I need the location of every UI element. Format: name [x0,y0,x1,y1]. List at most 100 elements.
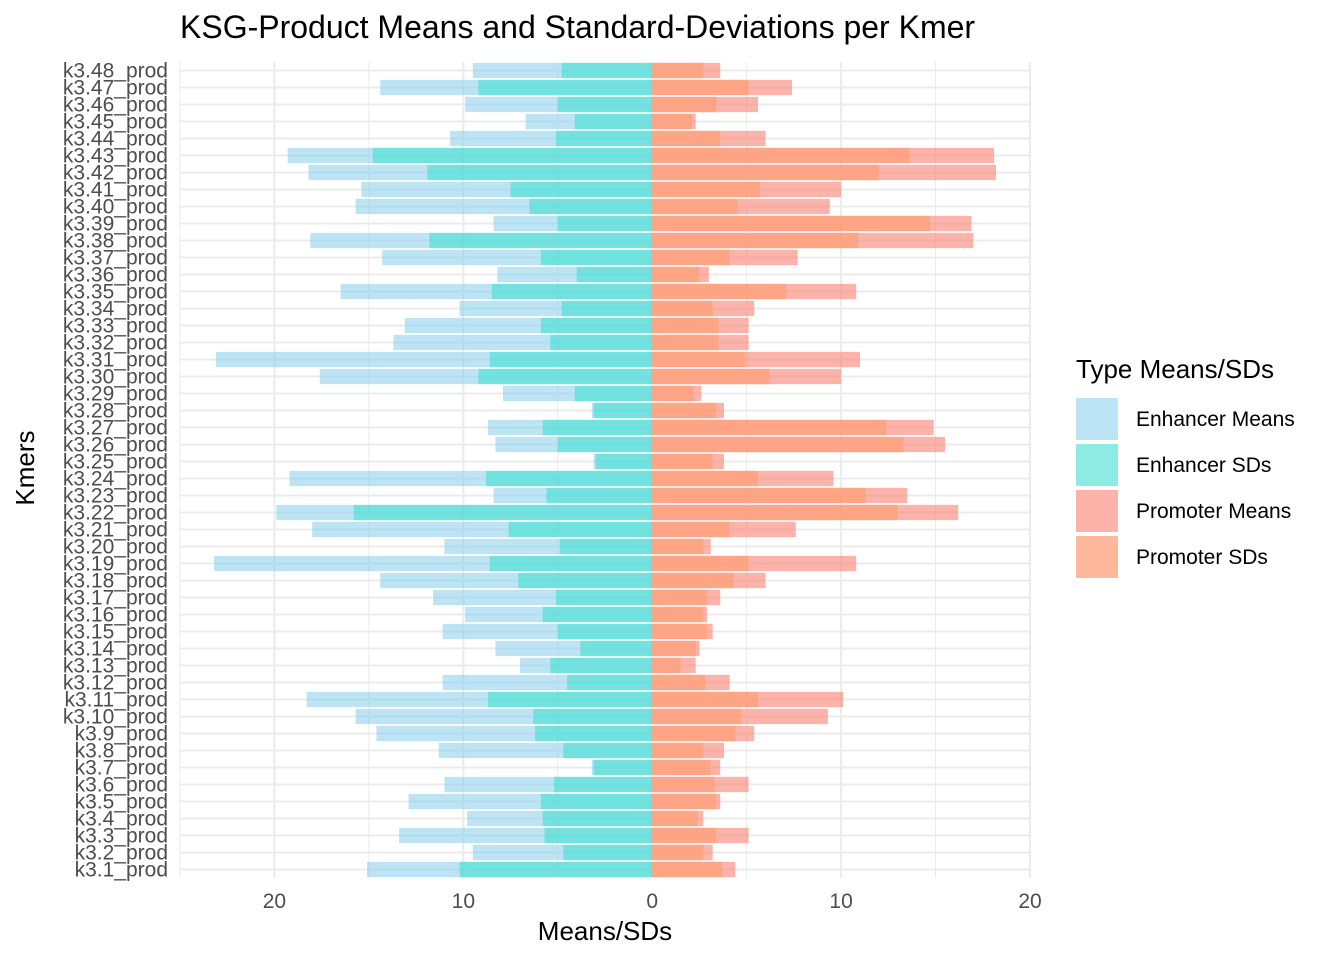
y-tick-label: k3.10_prod [63,706,168,729]
y-tick-label: k3.32_prod [63,332,168,355]
promoter-sds-bar [652,266,700,283]
promoter-sds-bar [652,470,758,487]
y-tick-label: k3.30_prod [63,366,168,389]
enhancer-sds-bar [478,368,653,385]
y-tick-label: k3.20_prod [63,536,168,559]
y-tick-label: k3.18_prod [63,570,168,593]
promoter-sds-bar [652,742,704,759]
y-tick-label: k3.27_prod [63,417,168,440]
y-tick-label: k3.41_prod [63,179,168,202]
y-tick-label: k3.6_prod [75,774,168,797]
promoter-sds-bar [652,487,866,504]
enhancer-sds-bar [429,232,653,249]
y-tick-label: k3.43_prod [63,145,168,168]
promoter-sds-bar [652,300,713,317]
enhancer-sds-bar [540,793,653,810]
enhancer-sds-bar [567,674,653,691]
promoter-sds-bar [652,317,719,334]
promoter-sds-bar [652,62,704,79]
enhancer-sds-bar [508,521,653,538]
y-tick-label: k3.34_prod [63,298,168,321]
promoter-sds-bar [652,198,738,215]
y-tick-label: k3.8_prod [75,740,168,763]
enhancer-sds-bar [533,708,653,725]
legend-title: Type Means/SDs [1076,354,1274,384]
promoter-sds-bar [652,334,719,351]
enhancer-sds-bar [542,606,653,623]
promoter-sds-bar [652,453,713,470]
legend-label: Promoter Means [1136,500,1291,523]
promoter-sds-bar [652,521,730,538]
enhancer-sds-bar [555,589,653,606]
enhancer-sds-bar [555,130,653,147]
enhancer-sds-bar [487,691,653,708]
enhancer-sds-bar [542,419,653,436]
legend: Type Means/SDs Enhancer Means Enhancer SD… [1076,354,1295,578]
promoter-sds-bar [652,215,930,232]
y-tick-label: k3.36_prod [63,264,168,287]
promoter-sds-bar [652,589,707,606]
promoter-sds-bar [652,249,730,266]
enhancer-sds-bar [557,96,653,113]
y-axis-label: Kmers [10,430,40,505]
y-tick-label: k3.3_prod [75,825,168,848]
promoter-sds-bar [652,419,887,436]
promoter-sds-bar [652,436,904,453]
enhancer-sds-bar [557,215,653,232]
enhancer-sds-bar [540,317,653,334]
legend-label: Enhancer SDs [1136,454,1271,477]
y-tick-label: k3.33_prod [63,315,168,338]
y-tick-label: k3.31_prod [63,349,168,372]
legend-label: Enhancer Means [1136,408,1295,431]
enhancer-sds-bar [542,810,653,827]
enhancer-sds-bar [489,351,653,368]
promoter-sds-bar [652,844,704,861]
legend-swatch [1076,444,1118,486]
legend-label: Promoter SDs [1136,546,1268,569]
promoter-sds-bar [652,827,717,844]
enhancer-sds-bar [576,266,653,283]
y-tick-label: k3.46_prod [63,94,168,117]
y-tick-label: k3.2_prod [75,842,168,865]
x-tick-label: 20 [263,890,286,913]
enhancer-sds-bar [580,640,653,657]
y-tick-label: k3.38_prod [63,230,168,253]
x-tick-label: 10 [452,890,475,913]
y-tick-label: k3.21_prod [63,519,168,542]
promoter-sds-bar [652,759,711,776]
legend-items: Enhancer Means Enhancer SDs Promoter Means… [1076,398,1295,578]
y-tick-label: k3.4_prod [75,808,168,831]
enhancer-sds-bar [540,249,653,266]
promoter-sds-bar [652,555,749,572]
promoter-sds-bar [652,504,898,521]
promoter-sds-bar [652,368,770,385]
enhancer-sds-bar [550,657,653,674]
enhancer-sds-bar [559,538,653,555]
promoter-sds-bar [652,776,715,793]
promoter-sds-bar [652,810,698,827]
enhancer-sds-bar [554,776,653,793]
promoter-sds-bar [652,538,704,555]
enhancer-sds-bar [544,827,653,844]
legend-swatch [1076,536,1118,578]
enhancer-sds-bar [593,759,653,776]
y-tick-label: k3.7_prod [75,757,168,780]
promoter-sds-bar [652,708,741,725]
y-tick-label: k3.23_prod [63,485,168,508]
y-tick-label: k3.24_prod [63,468,168,491]
promoter-sds-bar [652,181,760,198]
enhancer-sds-bar [550,334,653,351]
promoter-sds-bar [652,623,707,640]
y-tick-labels: k3.1_prodk3.2_prodk3.3_prodk3.4_prodk3.5… [63,60,168,882]
y-tick-label: k3.25_prod [63,451,168,474]
y-tick-label: k3.16_prod [63,604,168,627]
enhancer-sds-bar [574,385,653,402]
y-tick-label: k3.26_prod [63,434,168,457]
promoter-sds-bar [652,113,692,130]
y-tick-label: k3.9_prod [75,723,168,746]
enhancer-sds-bar [510,181,653,198]
y-tick-label: k3.45_prod [63,111,168,134]
y-tick-label: k3.35_prod [63,281,168,304]
enhancer-sds-bar [563,844,653,861]
